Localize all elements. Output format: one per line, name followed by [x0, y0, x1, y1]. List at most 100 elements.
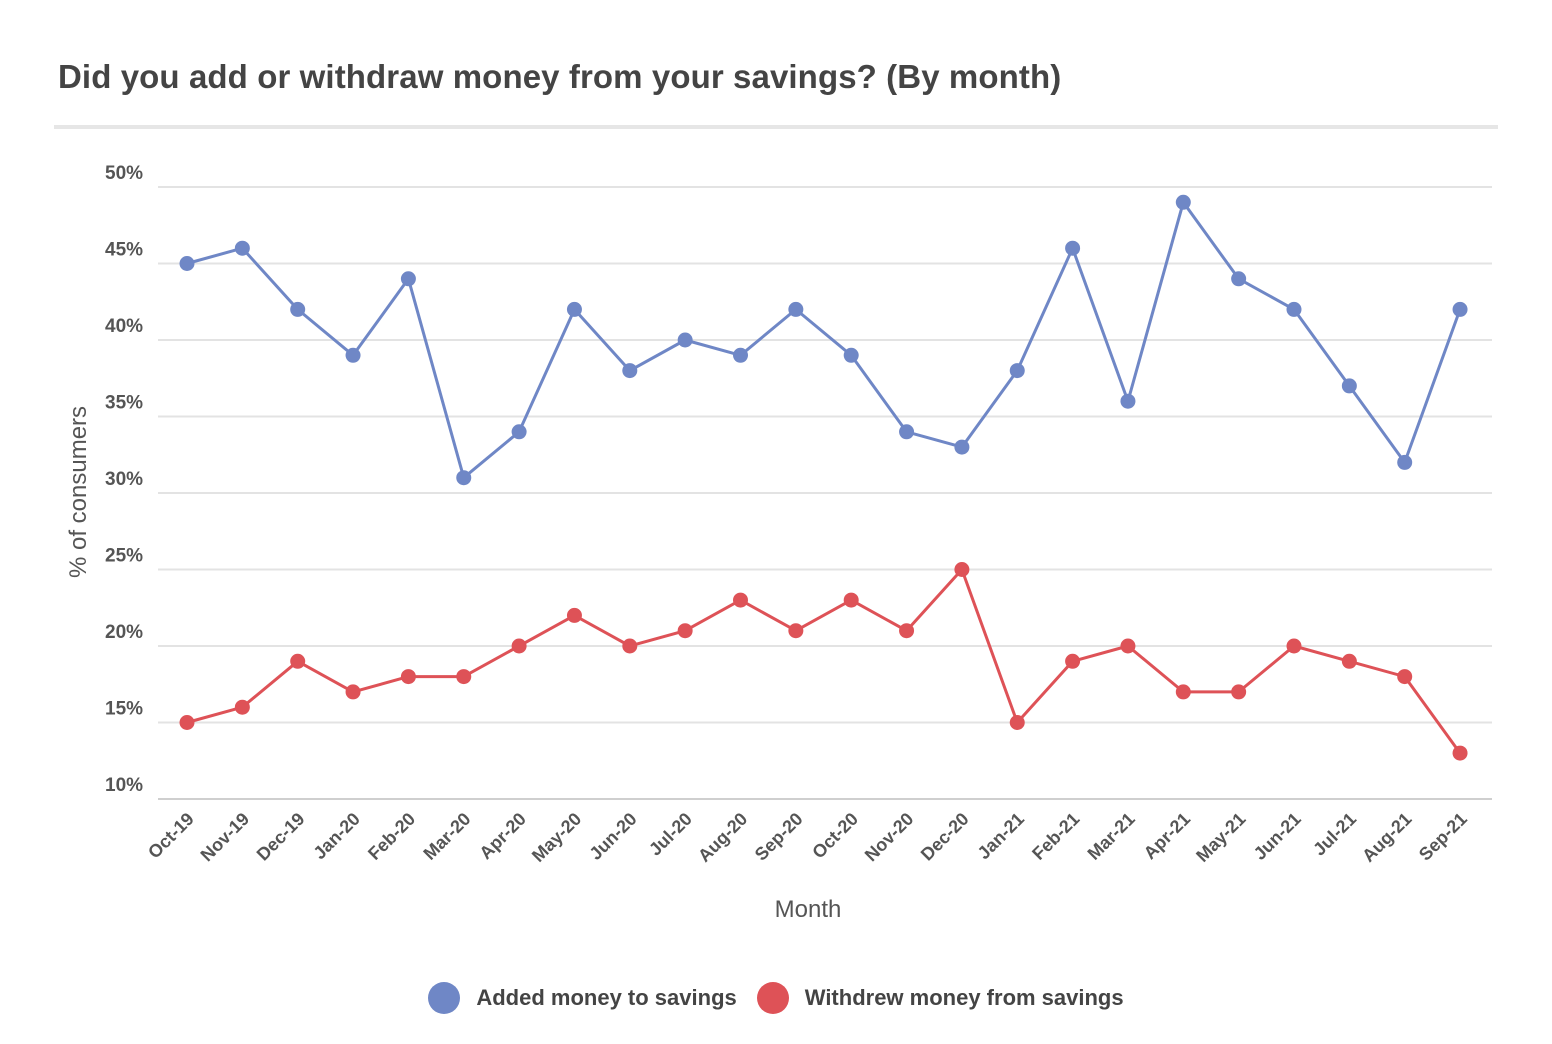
x-tick-label: Oct-20 — [808, 809, 862, 863]
x-tick-label: Sep-20 — [751, 809, 807, 865]
y-tick-label: 25% — [105, 546, 143, 567]
data-point-1[interactable] — [1231, 684, 1247, 700]
data-point-0[interactable] — [1175, 194, 1191, 210]
data-point-1[interactable] — [677, 623, 693, 639]
y-axis-ticks: 10% 15% 20% 25% 30% 35% 40% 45% 50% — [105, 163, 143, 796]
data-point-0[interactable] — [1452, 301, 1468, 317]
x-tick-label: Jan-21 — [974, 809, 1028, 863]
y-tick-label: 10% — [105, 775, 143, 796]
x-tick-label: Aug-20 — [694, 809, 751, 866]
data-point-1[interactable] — [788, 623, 804, 639]
series-line-0 — [186, 200, 1462, 480]
y-tick-label: 35% — [105, 393, 143, 414]
data-point-0[interactable] — [511, 424, 527, 440]
x-tick-label: Jun-20 — [585, 809, 640, 864]
data-point-0[interactable] — [345, 347, 361, 363]
y-tick-label: 40% — [105, 316, 143, 337]
y-axis-label: % of consumers — [65, 406, 92, 578]
data-point-0[interactable] — [899, 424, 915, 440]
x-tick-label: Jul-20 — [645, 809, 696, 860]
data-point-0[interactable] — [456, 470, 472, 486]
y-tick-label: 30% — [105, 469, 143, 490]
x-tick-label: Jun-21 — [1250, 809, 1305, 864]
legend-swatch-added — [428, 982, 461, 1014]
x-tick-label: Feb-20 — [364, 809, 419, 864]
data-point-0[interactable] — [1231, 271, 1247, 287]
data-point-1[interactable] — [954, 562, 970, 577]
series-line-1 — [186, 568, 1462, 754]
series-lines — [186, 200, 1462, 754]
y-tick-label: 20% — [105, 622, 143, 643]
data-point-1[interactable] — [511, 638, 527, 654]
x-tick-label: Nov-20 — [861, 809, 918, 866]
data-point-1[interactable] — [1341, 653, 1357, 669]
x-tick-label: Oct-19 — [144, 809, 198, 863]
x-tick-label: Feb-21 — [1028, 809, 1083, 864]
data-point-0[interactable] — [843, 347, 859, 363]
data-point-1[interactable] — [1452, 745, 1468, 761]
data-point-0[interactable] — [290, 301, 306, 317]
x-tick-label: Mar-20 — [419, 809, 474, 864]
x-tick-label: Apr-20 — [475, 809, 529, 863]
legend-swatch-withdrew — [756, 982, 789, 1014]
data-point-0[interactable] — [1341, 378, 1357, 394]
data-point-1[interactable] — [733, 592, 748, 608]
data-point-0[interactable] — [622, 363, 638, 379]
data-point-1[interactable] — [1120, 638, 1136, 654]
y-tick-label: 15% — [105, 699, 143, 720]
data-point-0[interactable] — [234, 240, 250, 256]
data-point-0[interactable] — [1065, 240, 1081, 256]
data-point-1[interactable] — [1065, 653, 1081, 669]
data-point-1[interactable] — [622, 638, 638, 654]
gridlines — [158, 186, 1492, 800]
legend: Added money to savings Withdrew money fr… — [0, 980, 1552, 1016]
data-point-1[interactable] — [1397, 669, 1413, 685]
x-tick-label: Sep-21 — [1415, 809, 1471, 865]
data-point-0[interactable] — [733, 347, 748, 363]
x-tick-label: Apr-21 — [1140, 809, 1194, 863]
data-point-1[interactable] — [456, 669, 472, 685]
legend-item-withdrew[interactable]: Withdrew money from savings — [756, 982, 1124, 1014]
data-point-0[interactable] — [677, 332, 693, 348]
data-point-0[interactable] — [566, 301, 582, 317]
series-points — [179, 194, 1468, 761]
x-tick-label: May-20 — [528, 809, 585, 866]
x-tick-label: Aug-21 — [1358, 809, 1415, 866]
data-point-1[interactable] — [179, 715, 195, 730]
data-point-0[interactable] — [1009, 363, 1025, 379]
data-point-0[interactable] — [788, 301, 804, 317]
legend-item-added[interactable]: Added money to savings — [428, 982, 737, 1014]
data-point-1[interactable] — [843, 592, 859, 608]
data-point-0[interactable] — [954, 439, 970, 455]
y-tick-label: 50% — [105, 163, 143, 184]
data-point-0[interactable] — [1397, 454, 1413, 470]
x-axis-label: Month — [775, 896, 842, 923]
title-divider — [54, 125, 1498, 129]
data-point-1[interactable] — [1009, 715, 1025, 730]
x-tick-label: Mar-21 — [1084, 809, 1139, 864]
y-tick-label: 45% — [105, 240, 143, 261]
data-point-0[interactable] — [400, 271, 416, 287]
data-point-0[interactable] — [1120, 393, 1136, 409]
legend-label-added: Added money to savings — [476, 985, 737, 1010]
x-tick-label: Dec-20 — [917, 809, 973, 865]
x-tick-label: Jul-21 — [1309, 809, 1360, 860]
data-point-0[interactable] — [1286, 301, 1302, 317]
x-tick-label: Nov-19 — [197, 809, 254, 866]
legend-label-withdrew: Withdrew money from savings — [804, 985, 1124, 1010]
data-point-1[interactable] — [290, 653, 306, 669]
data-point-1[interactable] — [566, 607, 582, 623]
data-point-0[interactable] — [179, 256, 195, 271]
chart-title: Did you add or withdraw money from your … — [58, 58, 1062, 95]
data-point-1[interactable] — [1175, 684, 1191, 700]
data-point-1[interactable] — [899, 623, 915, 639]
data-point-1[interactable] — [234, 699, 250, 715]
x-tick-label: Jan-20 — [309, 809, 363, 863]
x-tick-label: May-21 — [1192, 809, 1249, 866]
x-tick-label: Dec-19 — [253, 809, 309, 865]
data-point-1[interactable] — [1286, 638, 1302, 654]
data-point-1[interactable] — [345, 684, 361, 700]
data-point-1[interactable] — [400, 669, 416, 685]
